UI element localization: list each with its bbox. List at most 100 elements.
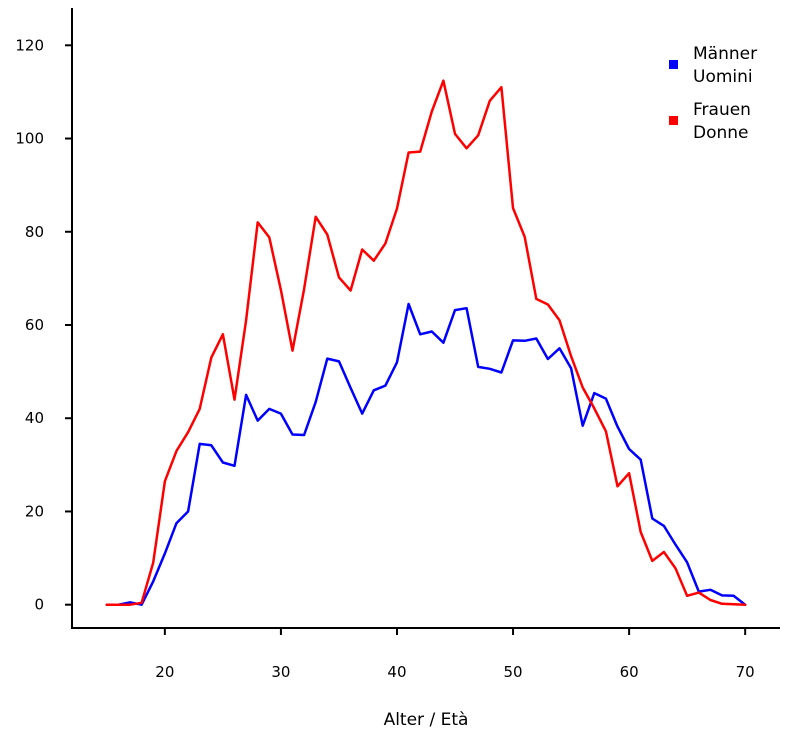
data-point: [349, 387, 352, 389]
x-tick-label: 70: [736, 663, 755, 681]
data-point: [581, 386, 584, 389]
data-point: [663, 525, 665, 527]
data-point: [697, 591, 700, 594]
y-ticks: 0 20 40 60 80 100 120: [15, 36, 72, 614]
data-point: [674, 567, 677, 570]
data-point: [222, 333, 224, 336]
data-point: [616, 425, 619, 428]
data-point: [245, 394, 247, 396]
data-point: [384, 242, 387, 245]
data-point: [361, 248, 363, 251]
data-point: [431, 110, 433, 113]
data-point: [140, 602, 143, 604]
data-point: [256, 221, 259, 224]
data-point: [407, 303, 410, 305]
data-point: [628, 472, 630, 475]
data-point: [732, 603, 735, 606]
legend: Männer Uomini Frauen Donne: [669, 44, 757, 143]
legend-swatch: [669, 60, 678, 69]
data-point: [709, 588, 712, 591]
data-point: [651, 560, 654, 562]
data-point: [210, 444, 213, 447]
x-tick-label: 50: [504, 663, 523, 681]
data-point: [280, 289, 282, 291]
data-point: [523, 236, 526, 238]
data-point: [222, 461, 224, 464]
data-point: [198, 408, 201, 410]
data-point: [686, 595, 688, 597]
data-point: [535, 337, 538, 340]
data-point: [535, 298, 538, 300]
data-point: [477, 366, 480, 368]
data-point: [291, 433, 294, 436]
data-point: [431, 330, 433, 333]
series-line: [105, 79, 747, 606]
series-layer: [105, 79, 747, 606]
data-point: [419, 150, 421, 153]
legend-swatch: [669, 116, 678, 125]
data-point: [164, 552, 166, 555]
data-point: [338, 276, 340, 279]
x-ticks: 20 30 40 50 60 70: [155, 628, 755, 681]
legend-entry: Männer Uomini: [669, 44, 757, 87]
data-point: [674, 543, 677, 546]
legend-label: Donne: [693, 123, 749, 143]
data-point: [187, 431, 189, 434]
data-point: [372, 259, 375, 262]
data-point: [407, 151, 410, 154]
x-tick-label: 20: [155, 663, 174, 681]
series-0: [105, 302, 747, 606]
legend-label: Männer: [693, 44, 757, 64]
data-point: [500, 371, 503, 374]
data-point: [605, 430, 607, 433]
axes: [71, 8, 780, 629]
y-tick-label: 80: [25, 223, 44, 241]
data-point: [523, 340, 526, 342]
data-point: [303, 288, 305, 290]
data-point: [129, 601, 131, 604]
data-point: [256, 419, 259, 422]
y-tick-label: 120: [15, 36, 44, 54]
data-point: [117, 603, 120, 606]
data-point: [338, 360, 340, 363]
data-point: [314, 401, 317, 403]
data-point: [280, 412, 282, 415]
data-point: [198, 443, 201, 445]
series-1: [105, 79, 747, 606]
data-point: [210, 356, 213, 359]
data-point: [465, 307, 468, 310]
y-tick-label: 20: [25, 502, 44, 520]
data-point: [500, 86, 503, 89]
y-tick-label: 40: [25, 409, 44, 427]
data-point: [489, 99, 491, 102]
data-point: [651, 517, 654, 520]
data-point: [663, 551, 665, 553]
data-point: [419, 333, 421, 336]
data-point: [477, 134, 480, 137]
data-point: [152, 580, 155, 583]
series-line: [105, 302, 747, 606]
data-point: [175, 450, 178, 452]
data-point: [581, 424, 584, 427]
data-point: [721, 602, 723, 605]
legend-label: Frauen: [693, 100, 751, 120]
data-point: [396, 207, 398, 210]
data-point: [639, 458, 642, 461]
data-point: [570, 367, 572, 370]
data-point: [361, 412, 363, 415]
data-point: [372, 389, 375, 392]
data-point: [732, 595, 735, 597]
data-point: [709, 599, 712, 601]
data-point: [639, 531, 642, 533]
y-tick-label: 100: [15, 130, 44, 148]
data-point: [593, 407, 596, 410]
data-point: [512, 339, 514, 342]
data-point: [686, 561, 688, 564]
data-point: [140, 603, 143, 606]
y-tick-label: 0: [34, 596, 44, 614]
x-tick-label: 30: [271, 663, 290, 681]
data-point: [547, 358, 549, 360]
data-point: [291, 349, 294, 352]
data-point: [233, 464, 236, 467]
